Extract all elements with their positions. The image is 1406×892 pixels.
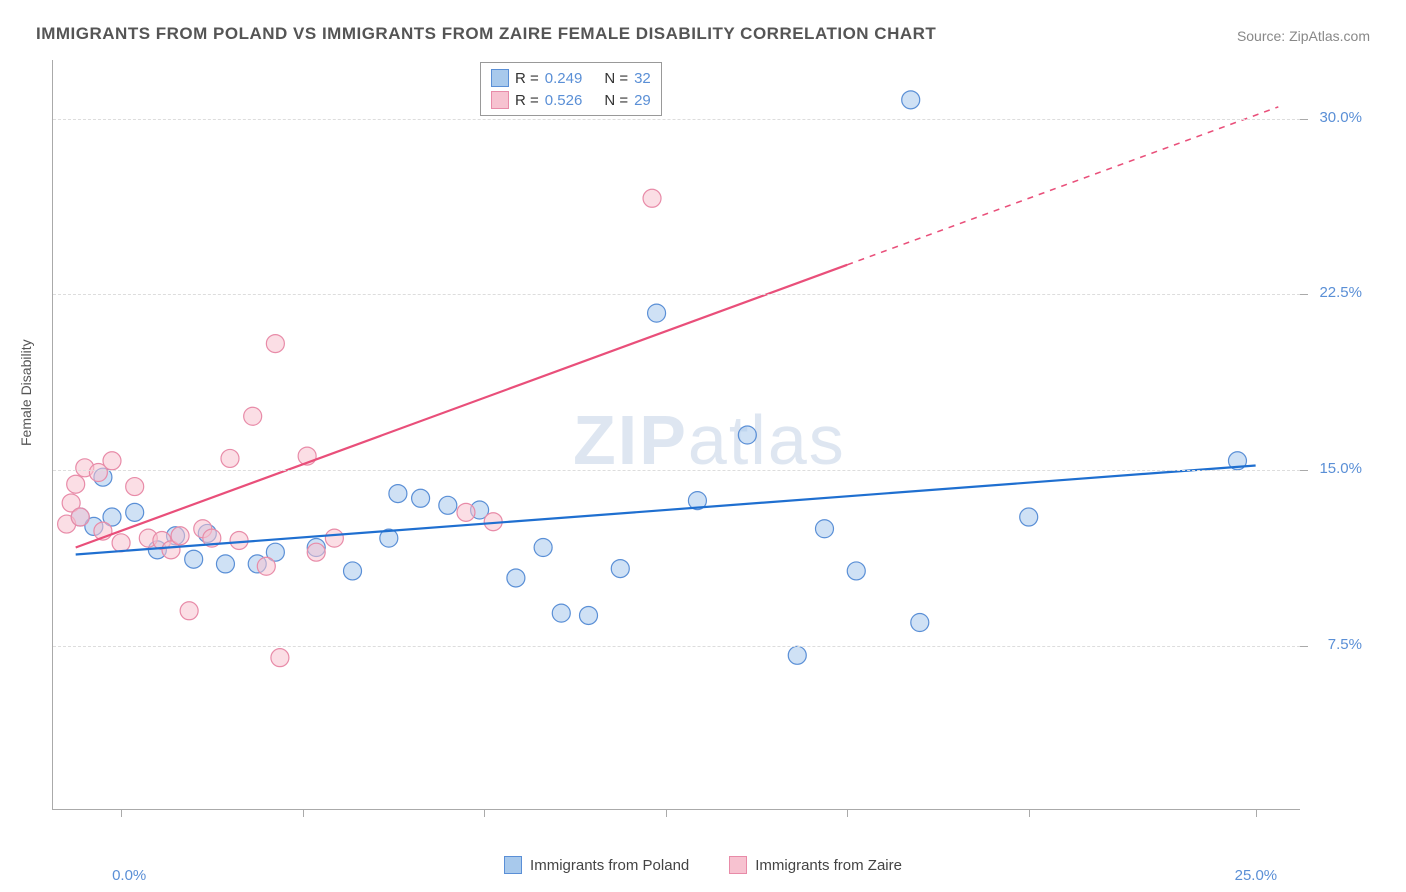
legend-r-label: R = xyxy=(515,92,539,109)
legend-swatch xyxy=(491,69,509,87)
data-point xyxy=(412,489,430,507)
legend-swatch xyxy=(504,856,522,874)
y-tick-label: 7.5% xyxy=(1328,636,1362,653)
data-point xyxy=(1020,508,1038,526)
data-point xyxy=(221,449,239,467)
plot-area: ZIPatlas xyxy=(52,60,1300,810)
data-point xyxy=(126,478,144,496)
legend-label: Immigrants from Poland xyxy=(530,857,689,874)
data-point xyxy=(171,527,189,545)
data-point xyxy=(266,335,284,353)
legend-swatch xyxy=(729,856,747,874)
legend-item: Immigrants from Zaire xyxy=(729,856,902,874)
gridline-h xyxy=(53,294,1300,295)
x-tick-mark xyxy=(121,809,122,817)
data-point xyxy=(271,649,289,667)
data-point xyxy=(344,562,362,580)
y-tick-mark xyxy=(1300,470,1308,471)
legend-row: R = 0.249 N = 32 xyxy=(491,67,651,89)
x-tick-mark xyxy=(847,809,848,817)
legend-n-value: 32 xyxy=(634,70,651,87)
x-tick-mark xyxy=(484,809,485,817)
legend-item: Immigrants from Poland xyxy=(504,856,689,874)
data-point xyxy=(643,189,661,207)
data-point xyxy=(902,91,920,109)
legend-r-label: R = xyxy=(515,70,539,87)
data-point xyxy=(439,496,457,514)
trend-line xyxy=(76,465,1256,554)
y-tick-label: 30.0% xyxy=(1319,109,1362,126)
legend-r-value: 0.526 xyxy=(545,92,583,109)
y-tick-mark xyxy=(1300,646,1308,647)
data-point xyxy=(244,407,262,425)
data-point xyxy=(389,485,407,503)
data-point xyxy=(257,557,275,575)
data-point xyxy=(580,606,598,624)
x-tick-mark xyxy=(303,809,304,817)
y-tick-mark xyxy=(1300,119,1308,120)
y-tick-label: 22.5% xyxy=(1319,284,1362,301)
data-point xyxy=(847,562,865,580)
data-point xyxy=(534,539,552,557)
trend-line-dashed xyxy=(847,107,1278,265)
data-point xyxy=(552,604,570,622)
legend-label: Immigrants from Zaire xyxy=(755,857,902,874)
data-point xyxy=(71,508,89,526)
data-point xyxy=(911,614,929,632)
legend-n-value: 29 xyxy=(634,92,651,109)
gridline-h xyxy=(53,470,1300,471)
data-point xyxy=(216,555,234,573)
data-point xyxy=(507,569,525,587)
data-point xyxy=(67,475,85,493)
data-point xyxy=(648,304,666,322)
x-tick-label: 25.0% xyxy=(1235,867,1278,884)
x-tick-mark xyxy=(1256,809,1257,817)
data-point xyxy=(611,560,629,578)
x-tick-label: 0.0% xyxy=(112,867,146,884)
gridline-h xyxy=(53,119,1300,120)
data-point xyxy=(788,646,806,664)
y-axis-label: Female Disability xyxy=(18,339,34,446)
series-legend: Immigrants from Poland Immigrants from Za… xyxy=(0,856,1406,874)
data-point xyxy=(103,452,121,470)
data-point xyxy=(307,543,325,561)
x-tick-mark xyxy=(666,809,667,817)
data-point xyxy=(185,550,203,568)
source-label: Source: ZipAtlas.com xyxy=(1237,28,1370,44)
y-tick-mark xyxy=(1300,294,1308,295)
legend-row: R = 0.526 N = 29 xyxy=(491,89,651,111)
data-point xyxy=(738,426,756,444)
data-point xyxy=(457,503,475,521)
data-point xyxy=(112,534,130,552)
y-tick-label: 15.0% xyxy=(1319,460,1362,477)
data-point xyxy=(230,531,248,549)
data-point xyxy=(180,602,198,620)
x-tick-mark xyxy=(1029,809,1030,817)
data-point xyxy=(325,529,343,547)
data-point xyxy=(815,520,833,538)
legend-swatch xyxy=(491,91,509,109)
legend-n-label: N = xyxy=(604,92,628,109)
chart-svg xyxy=(53,60,1301,810)
legend-r-value: 0.249 xyxy=(545,70,583,87)
data-point xyxy=(126,503,144,521)
chart-title: IMMIGRANTS FROM POLAND VS IMMIGRANTS FRO… xyxy=(36,24,936,44)
correlation-legend: R = 0.249 N = 32 R = 0.526 N = 29 xyxy=(480,62,662,116)
gridline-h xyxy=(53,646,1300,647)
legend-n-label: N = xyxy=(604,70,628,87)
